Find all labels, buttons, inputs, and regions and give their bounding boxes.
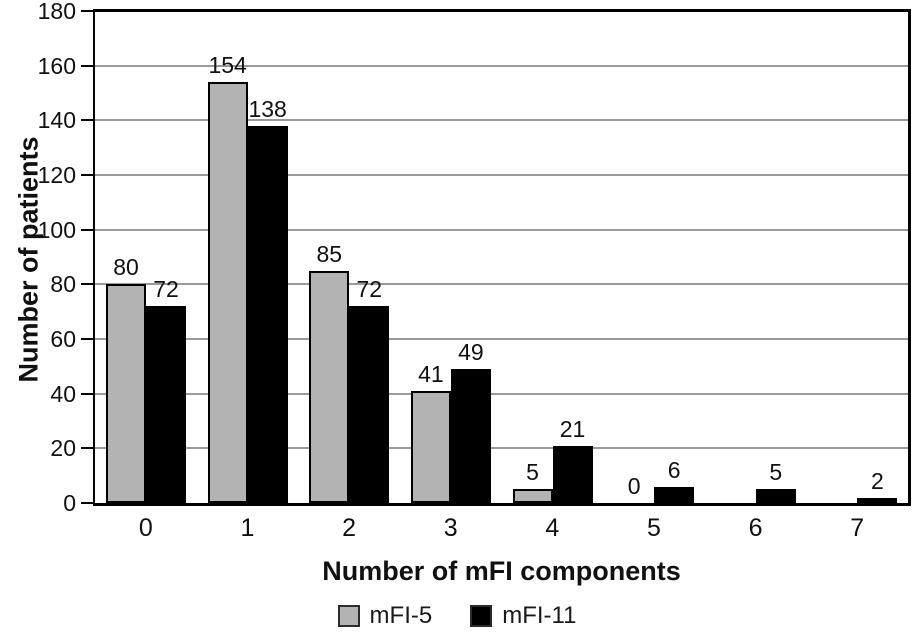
- bar-mfi-11-cat6: [755, 489, 796, 503]
- y-tick-mark: [81, 228, 93, 231]
- bar-value-label: 5: [769, 459, 783, 486]
- bar-value-label: 80: [113, 254, 139, 281]
- bar-value-label: 154: [208, 52, 247, 79]
- y-tick-mark: [81, 502, 93, 504]
- gridline: [95, 174, 908, 176]
- bar-mfi-5-cat2: [309, 270, 350, 503]
- legend-item-mfi-11: mFI-11: [470, 603, 576, 629]
- y-tick-mark: [81, 174, 93, 176]
- bar-value-label: 5: [526, 459, 539, 486]
- bar-value-label: 41: [418, 360, 444, 387]
- legend-item-mfi-5: mFI-5: [337, 602, 433, 629]
- bar-mfi-5-cat0: [106, 284, 146, 503]
- bar-mfi-11-cat7: [857, 497, 898, 503]
- bar-value-label: 72: [356, 276, 383, 303]
- gridline: [95, 447, 908, 450]
- x-tick-label: 4: [545, 514, 560, 542]
- y-tick-mark: [81, 338, 93, 340]
- y-tick-label: 140: [37, 107, 76, 134]
- y-tick-label: 180: [37, 0, 76, 24]
- legend-swatch-mfi-11: [470, 605, 493, 627]
- bar-mfi-5-cat3: [410, 390, 451, 503]
- y-tick-mark: [81, 283, 93, 286]
- bar-value-label: 85: [316, 240, 343, 267]
- y-tick-label: 120: [37, 162, 76, 188]
- plot-area: [93, 9, 911, 506]
- gridline: [95, 392, 908, 395]
- bar-mfi-11-cat0: [146, 306, 186, 503]
- bar-mfi-5-cat4: [512, 489, 553, 503]
- legend-label: mFI-5: [369, 602, 433, 629]
- bar-value-label: 49: [458, 339, 484, 366]
- y-tick-label: 160: [37, 52, 76, 79]
- y-tick-label: 60: [50, 326, 76, 352]
- x-tick-label: 3: [443, 514, 458, 542]
- gridline: [95, 119, 908, 122]
- y-tick-label: 0: [63, 490, 76, 516]
- x-tick-label: 7: [850, 514, 865, 542]
- gridline: [95, 338, 908, 340]
- bar-mfi-5-cat1: [207, 82, 248, 503]
- bar-mfi-11-cat3: [450, 369, 491, 503]
- y-tick-label: 40: [50, 380, 76, 407]
- y-tick-mark: [81, 64, 93, 67]
- y-tick-label: 20: [50, 435, 76, 462]
- y-tick-label: 100: [37, 216, 76, 243]
- y-tick-mark: [81, 119, 93, 122]
- x-tick-label: 2: [342, 514, 357, 542]
- y-tick-mark: [81, 10, 93, 12]
- bar-value-label: 0: [627, 473, 641, 499]
- x-tick-label: 0: [138, 514, 153, 542]
- legend: mFI-5 mFI-11: [0, 603, 914, 629]
- bar-value-label: 138: [248, 95, 287, 122]
- x-tick-label: 1: [240, 514, 255, 542]
- bar-mfi-11-cat2: [349, 306, 390, 503]
- gridline: [95, 283, 908, 286]
- x-axis-title: Number of mFI components: [322, 556, 681, 586]
- bar-mfi-11-cat5: [654, 486, 695, 503]
- y-axis-title: Number of patients: [13, 136, 44, 383]
- bar-value-label: 21: [559, 415, 586, 442]
- y-tick-mark: [81, 392, 93, 395]
- bar-value-label: 2: [870, 467, 884, 494]
- bar-mfi-11-cat1: [247, 125, 288, 503]
- y-tick-label: 80: [50, 271, 76, 298]
- gridline: [95, 228, 908, 231]
- bar-value-label: 72: [153, 276, 179, 303]
- y-tick-mark: [81, 447, 93, 450]
- x-tick-label: 5: [646, 514, 661, 542]
- legend-label: mFI-11: [502, 602, 577, 629]
- bar-mfi-11-cat4: [552, 445, 593, 503]
- bar-value-label: 6: [667, 456, 681, 483]
- legend-swatch-mfi-5: [337, 605, 360, 627]
- gridline: [95, 64, 908, 67]
- x-tick-label: 6: [748, 514, 763, 542]
